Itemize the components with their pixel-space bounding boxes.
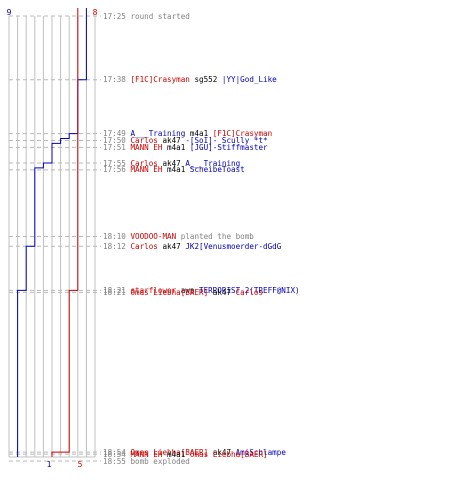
log-killer: MANN EH — [130, 449, 163, 459]
log-victim: |YY|God_Like — [221, 75, 277, 85]
log-weapon: ak47 — [208, 447, 236, 457]
log-entry: 17:56 MANN EH m4a1 ScheibeToast — [103, 165, 245, 174]
log-entry: 18:54 MANN EH m4a1 Omas Liebha[BAER] — [103, 450, 268, 459]
log-actor: VOODOO-MAN — [130, 232, 177, 241]
log-time: 18:54 — [103, 447, 131, 457]
log-weapon: ak47 — [157, 136, 186, 145]
log-victim: [JGU]-Stiffmaster — [189, 142, 268, 152]
log-time: 18:54 — [103, 449, 131, 459]
t-start-count-label: 8 — [93, 8, 98, 17]
log-time: 17:50 — [103, 136, 131, 145]
log-message: planted the bomb — [176, 232, 254, 241]
log-weapon: m4a1 — [162, 449, 190, 459]
log-time: 17:56 — [103, 165, 131, 175]
log-killer: MANN EH — [130, 165, 163, 175]
log-weapon: sg552 — [189, 75, 222, 85]
log-victim: ScheibeToast — [189, 165, 245, 175]
log-victim: [F1C]Crasyman — [212, 129, 273, 139]
log-message: bomb exploded — [130, 456, 190, 466]
log-entry: 18:21 Omas Liebha[BAER] ak47 Carlos — [103, 288, 263, 297]
log-weapon: awp — [176, 285, 200, 295]
log-victim: -[SoI]- Scully *t* — [185, 136, 268, 145]
log-killer: [F1C]Crasyman — [130, 75, 190, 85]
log-entry: 17:25 round started — [103, 12, 190, 21]
log-weapon: ak47 — [157, 241, 186, 251]
log-entry: 18:10 VOODOO-MAN planted the bomb — [103, 232, 254, 241]
log-entry: 17:38 [F1C]Crasyman sg552 |YY|God_Like — [103, 75, 277, 84]
log-killer: Carlos — [130, 158, 158, 168]
log-victim: TERRORIST-2(TREFF@NIX) — [199, 285, 300, 295]
log-time: 17:55 — [103, 158, 131, 168]
log-killer: starflower — [130, 285, 177, 295]
log-time: 17:38 — [103, 75, 131, 85]
log-entry: 18:55 bomb exploded — [103, 457, 190, 466]
log-weapon: ak47 — [208, 287, 236, 297]
log-killer: MANN EH — [130, 142, 163, 152]
log-entry: 17:55 Carlos ak47 A___Training — [103, 159, 240, 168]
log-time: 18:21 — [103, 285, 131, 295]
log-victim: Carlos — [235, 287, 264, 297]
t-alive-line — [51, 8, 79, 457]
log-entry: 18:12 Carlos ak47 JK2[Venusmoerder-dGdG — [103, 242, 281, 251]
log-weapon: ak47 — [157, 158, 186, 168]
log-weapon: m4a1 — [185, 129, 213, 139]
log-entry: 17:51 MANN EH m4a1 [JGU]-Stiffmaster — [103, 143, 268, 152]
log-killer: Carlos — [130, 241, 158, 251]
log-victim: A___Training — [185, 158, 241, 168]
ct-start-count-label: 9 — [7, 8, 12, 17]
log-time: 18:10 — [103, 232, 131, 241]
log-weapon: m4a1 — [162, 142, 190, 152]
ct-end-count-label: 1 — [47, 460, 52, 469]
log-time: 18:12 — [103, 241, 131, 251]
log-entry: 17:49 A___Training m4a1 [F1C]Crasyman — [103, 129, 272, 138]
log-message: round started — [130, 11, 190, 21]
log-killer: Carlos — [130, 136, 158, 145]
log-time: 17:25 — [103, 11, 131, 21]
log-entry: 18:54 Omas Liebha[BAER] ak47 AmiSchlampe — [103, 448, 286, 457]
t-end-count-label: 5 — [78, 460, 83, 469]
log-killer: Omas Liebha[BAER] — [130, 447, 209, 457]
log-time: 17:49 — [103, 129, 131, 139]
event-guide-lines — [9, 15, 101, 462]
log-time: 18:21 — [103, 287, 131, 297]
log-killer: A___Training — [130, 129, 186, 139]
log-time: 17:51 — [103, 142, 131, 152]
log-time: 18:55 — [103, 456, 131, 466]
log-entry: 18:21 starflower awp TERRORIST-2(TREFF@N… — [103, 286, 300, 295]
log-killer: Omas Liebha[BAER] — [130, 287, 209, 297]
log-weapon: m4a1 — [162, 165, 190, 175]
log-entry: 17:50 Carlos ak47 -[SoI]- Scully *t* — [103, 136, 268, 145]
log-victim: JK2[Venusmoerder-dGdG — [185, 241, 282, 251]
log-victim: Omas Liebha[BAER] — [189, 449, 268, 459]
log-victim: AmiSchlampe — [235, 447, 286, 457]
